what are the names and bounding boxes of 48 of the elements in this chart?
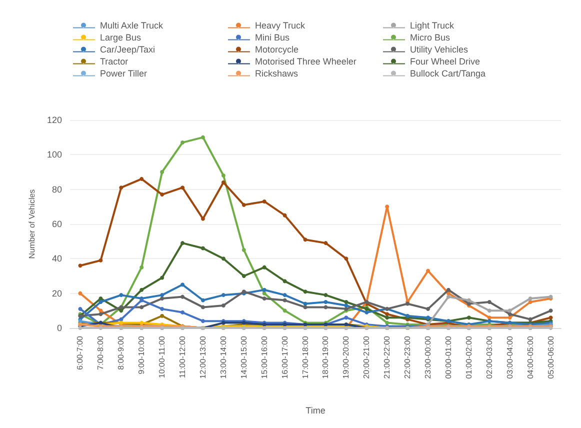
x-tick-label: 01:00-02:00	[464, 335, 474, 379]
x-tick-label: 6:00-7:00	[76, 335, 85, 370]
x-tick-label: 11:00-12:00	[178, 335, 188, 378]
x-tick-label: 02:00-03:00	[484, 335, 494, 379]
x-tick-label: 22:00-23:00	[403, 335, 412, 379]
legend-label: Large Bus	[100, 32, 142, 42]
y-tick-label: 40	[52, 254, 62, 264]
legend-label: Rickshaws	[255, 68, 299, 78]
x-tick-label: 16:00-17:00	[280, 335, 290, 379]
legend-label: Light Truck	[410, 20, 455, 30]
y-tick-label: 20	[52, 288, 62, 298]
x-tick-label: 21:00-22:00	[382, 335, 392, 379]
legend-label: Motorcycle	[255, 44, 299, 54]
x-tick-label: 19:00-20:00	[342, 335, 351, 379]
x-tick-label: 10:00-11:00	[158, 335, 167, 378]
legend-label: Motorised Three Wheeler	[255, 56, 356, 66]
legend-label: Utility Vehicles	[410, 44, 469, 54]
legend-label: Four Wheel Drive	[410, 56, 480, 66]
y-axis-title: Number of Vehicles	[28, 189, 36, 259]
x-tick-label: 7:00-8:00	[96, 335, 106, 370]
legend-label: Micro Bus	[410, 32, 451, 42]
x-tick-label: 13:00-14:00	[218, 335, 228, 379]
y-tick-label: 100	[46, 150, 62, 160]
y-tick-label: 80	[52, 184, 62, 194]
x-tick-label: 23:00-00:00	[424, 335, 433, 379]
legend-label: Tractor	[100, 56, 128, 66]
x-tick-label: 20:00-21:00	[362, 335, 372, 379]
x-tick-label: 15:00-16:00	[260, 335, 269, 379]
x-tick-label: 12:00-13:00	[198, 335, 208, 379]
legend-label: Power Tiller	[100, 68, 148, 78]
x-tick-label: 00:00-01:00	[444, 335, 453, 379]
legend-label: Car/Jeep/Taxi	[100, 44, 156, 54]
y-tick-label: 60	[52, 219, 62, 229]
legend-label: Bullock Cart/Tanga	[410, 68, 486, 78]
x-tick-label: 05:00-06:00	[546, 335, 556, 379]
y-tick-label: 0	[56, 323, 62, 333]
x-tick-label: 8:00-9:00	[116, 335, 126, 370]
x-tick-label: 9:00-10:00	[137, 335, 146, 374]
x-tick-label: 18:00-19:00	[321, 335, 330, 379]
legend-label: Mini Bus	[255, 32, 290, 42]
legend-label: Multi Axle Truck	[100, 20, 164, 30]
y-tick-label: 120	[46, 115, 62, 125]
x-tick-label: 17:00-18:00	[300, 335, 310, 379]
x-tick-label: 04:00-05:00	[526, 335, 535, 379]
x-axis-title: Time	[306, 406, 326, 416]
x-tick-label: 03:00-04:00	[505, 335, 514, 379]
x-tick-label: 14:00-15:00	[239, 335, 248, 379]
legend-label: Heavy Truck	[255, 20, 306, 30]
